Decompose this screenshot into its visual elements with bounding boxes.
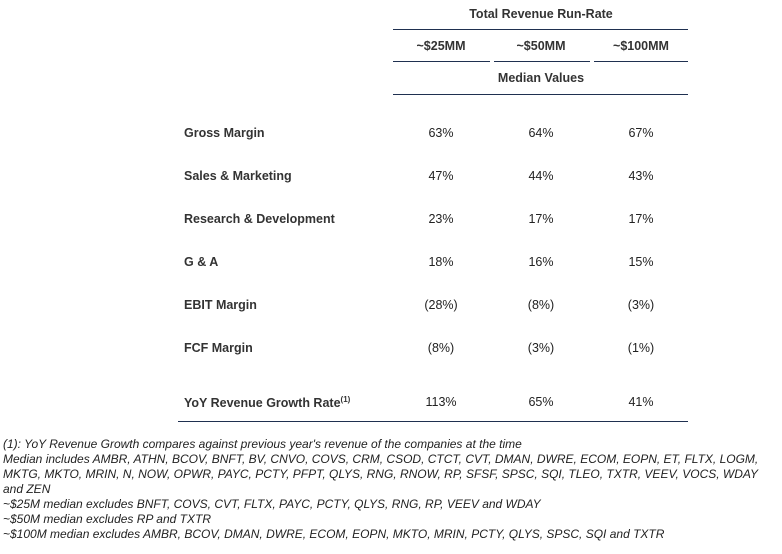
subheader: Median Values — [497, 71, 585, 85]
row-label: G & A — [184, 255, 218, 269]
footnote-marker: (1) — [340, 395, 351, 404]
rule — [494, 61, 590, 62]
column-header: ~$100MM — [613, 39, 669, 53]
group-header: Total Revenue Run-Rate — [469, 7, 613, 21]
cell: 44% — [528, 169, 554, 183]
cell: (8%) — [527, 298, 555, 312]
cell: (8%) — [427, 341, 455, 355]
cell: 43% — [628, 169, 654, 183]
cell: 47% — [428, 169, 454, 183]
cell: (3%) — [627, 298, 655, 312]
cell: 41% — [628, 395, 654, 409]
cell: 67% — [628, 126, 654, 140]
column-header: ~$25MM — [416, 39, 466, 53]
row-label-text: Gross Margin — [184, 126, 265, 140]
cell: (1%) — [627, 341, 655, 355]
row-label-text: EBIT Margin — [184, 298, 257, 312]
cell: (28%) — [424, 298, 458, 312]
row-label-text: FCF Margin — [184, 341, 253, 355]
cell: 16% — [528, 255, 554, 269]
cell: 64% — [528, 126, 554, 140]
footnote: (1): YoY Revenue Growth compares against… — [3, 437, 522, 451]
rule — [393, 29, 688, 30]
row-label: FCF Margin — [184, 341, 253, 355]
rule — [594, 61, 688, 62]
rule — [178, 421, 688, 422]
cell: 15% — [628, 255, 654, 269]
rule — [393, 61, 490, 62]
row-label-text: Sales & Marketing — [184, 169, 292, 183]
row-label-text: YoY Revenue Growth Rate — [184, 396, 341, 411]
row-label: Research & Development — [184, 212, 335, 226]
cell: 113% — [425, 395, 457, 409]
row-label-text: Research & Development — [184, 212, 335, 226]
row-label: Gross Margin — [184, 126, 265, 140]
cell: 23% — [428, 212, 454, 226]
cell: 17% — [628, 212, 654, 226]
footnote: ~$25M median excludes BNFT, COVS, CVT, F… — [3, 497, 541, 511]
cell: 18% — [428, 255, 454, 269]
cell: (3%) — [527, 341, 555, 355]
cell: 65% — [528, 395, 554, 409]
footnote: ~$100M median excludes AMBR, BCOV, DMAN,… — [3, 527, 665, 541]
cell: 17% — [528, 212, 554, 226]
row-label: EBIT Margin — [184, 298, 257, 312]
rule — [393, 94, 688, 95]
footnotes: (1): YoY Revenue Growth compares against… — [3, 437, 779, 542]
row-label: YoY Revenue Growth Rate(1) — [184, 395, 350, 410]
footnote: Median includes AMBR, ATHN, BCOV, BNFT, … — [3, 452, 759, 496]
row-label: Sales & Marketing — [184, 169, 292, 183]
footnote: ~$50M median excludes RP and TXTR — [3, 512, 211, 526]
cell: 63% — [428, 126, 454, 140]
row-label-text: G & A — [184, 255, 219, 269]
column-header: ~$50MM — [516, 39, 566, 53]
